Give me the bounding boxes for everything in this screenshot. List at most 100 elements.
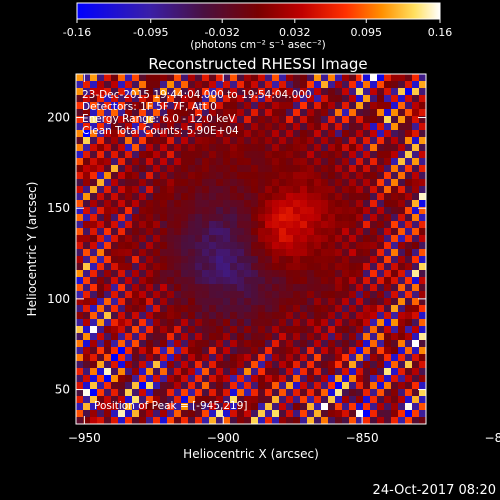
heatmap-cell bbox=[125, 270, 133, 278]
heatmap-cell bbox=[174, 319, 182, 327]
heatmap-cell bbox=[293, 361, 301, 369]
heatmap-cell bbox=[265, 277, 273, 285]
heatmap-cell bbox=[321, 102, 329, 110]
heatmap-cell bbox=[188, 277, 196, 285]
heatmap-cell bbox=[286, 130, 294, 138]
heatmap-cell bbox=[405, 270, 413, 278]
heatmap-cell bbox=[335, 263, 343, 271]
heatmap-cell bbox=[195, 186, 203, 194]
heatmap-cell bbox=[405, 95, 413, 103]
heatmap-cell bbox=[419, 116, 426, 124]
heatmap-cell bbox=[188, 151, 196, 159]
heatmap-cell bbox=[195, 242, 203, 250]
heatmap-cell bbox=[223, 88, 231, 96]
heatmap-cell bbox=[300, 193, 308, 201]
heatmap-cell bbox=[202, 74, 210, 82]
heatmap-cell bbox=[167, 305, 175, 313]
heatmap-cell bbox=[83, 221, 91, 229]
heatmap-cell bbox=[328, 165, 336, 173]
heatmap-cell bbox=[167, 270, 175, 278]
heatmap-cell bbox=[160, 403, 168, 411]
heatmap-cell bbox=[195, 382, 203, 390]
heatmap-cell bbox=[216, 207, 224, 215]
heatmap-cell bbox=[363, 263, 371, 271]
heatmap-cell bbox=[412, 368, 420, 376]
heatmap-cell bbox=[293, 312, 301, 320]
heatmap-cell bbox=[195, 326, 203, 334]
heatmap-cell bbox=[321, 165, 329, 173]
heatmap-cell bbox=[321, 263, 329, 271]
heatmap-cell bbox=[160, 249, 168, 257]
heatmap-cell bbox=[167, 151, 175, 159]
heatmap-cell bbox=[97, 298, 105, 306]
heatmap-cell bbox=[307, 284, 315, 292]
heatmap-cell bbox=[286, 137, 294, 145]
heatmap-cell bbox=[405, 389, 413, 397]
heatmap-cell bbox=[132, 74, 140, 82]
heatmap-cell bbox=[300, 354, 308, 362]
heatmap-cell bbox=[216, 214, 224, 222]
heatmap-cell bbox=[419, 417, 426, 424]
heatmap-cell bbox=[328, 214, 336, 222]
heatmap-cell bbox=[391, 347, 399, 355]
heatmap-cell bbox=[125, 102, 133, 110]
heatmap-cell bbox=[111, 410, 119, 418]
heatmap-cell bbox=[286, 228, 294, 236]
heatmap-cell bbox=[349, 200, 357, 208]
heatmap-cell bbox=[391, 333, 399, 341]
heatmap-cell bbox=[209, 354, 217, 362]
heatmap-cell bbox=[328, 312, 336, 320]
heatmap-cell bbox=[328, 284, 336, 292]
heatmap-cell bbox=[321, 74, 329, 82]
heatmap-cell bbox=[104, 382, 112, 390]
heatmap-cell bbox=[286, 242, 294, 250]
heatmap-cell bbox=[356, 326, 364, 334]
heatmap-cell bbox=[111, 347, 119, 355]
heatmap-cell bbox=[272, 347, 280, 355]
heatmap-cell bbox=[419, 263, 426, 271]
heatmap-cell bbox=[377, 361, 385, 369]
heatmap-cell bbox=[118, 403, 126, 411]
heatmap-cell bbox=[244, 235, 252, 243]
heatmap-cell bbox=[167, 81, 175, 89]
heatmap-cell bbox=[167, 277, 175, 285]
heatmap-cell bbox=[307, 207, 315, 215]
heatmap-cell bbox=[230, 361, 238, 369]
heatmap-cell bbox=[230, 249, 238, 257]
heatmap-cell bbox=[244, 368, 252, 376]
heatmap-cell bbox=[167, 284, 175, 292]
heatmap-cell bbox=[265, 179, 273, 187]
heatmap-cell bbox=[377, 221, 385, 229]
heatmap-cell bbox=[146, 396, 154, 404]
heatmap-cell bbox=[391, 151, 399, 159]
heatmap-cell bbox=[160, 396, 168, 404]
heatmap-cell bbox=[335, 144, 343, 152]
heatmap-cell bbox=[419, 249, 426, 257]
heatmap-cell bbox=[412, 340, 420, 348]
heatmap-cell bbox=[153, 396, 161, 404]
heatmap-cell bbox=[419, 200, 426, 208]
heatmap-cell bbox=[209, 116, 217, 124]
heatmap-cell bbox=[391, 326, 399, 334]
heatmap-cell bbox=[237, 382, 245, 390]
heatmap-cell bbox=[237, 354, 245, 362]
heatmap-cell bbox=[76, 284, 84, 292]
heatmap-cell bbox=[202, 186, 210, 194]
heatmap-cell bbox=[391, 144, 399, 152]
heatmap-cell bbox=[167, 235, 175, 243]
heatmap-cell bbox=[237, 277, 245, 285]
heatmap-cell bbox=[118, 235, 126, 243]
heatmap-cell bbox=[251, 361, 259, 369]
heatmap-cell bbox=[244, 347, 252, 355]
heatmap-cell bbox=[111, 193, 119, 201]
heatmap-cell bbox=[398, 347, 406, 355]
heatmap-cell bbox=[216, 123, 224, 131]
heatmap-cell bbox=[153, 179, 161, 187]
heatmap-cell bbox=[349, 249, 357, 257]
heatmap-cell bbox=[349, 235, 357, 243]
heatmap-cell bbox=[412, 396, 420, 404]
x-tick-label: −800 bbox=[485, 431, 500, 445]
heatmap-cell bbox=[286, 88, 294, 96]
heatmap-cell bbox=[307, 221, 315, 229]
heatmap-cell bbox=[146, 389, 154, 397]
